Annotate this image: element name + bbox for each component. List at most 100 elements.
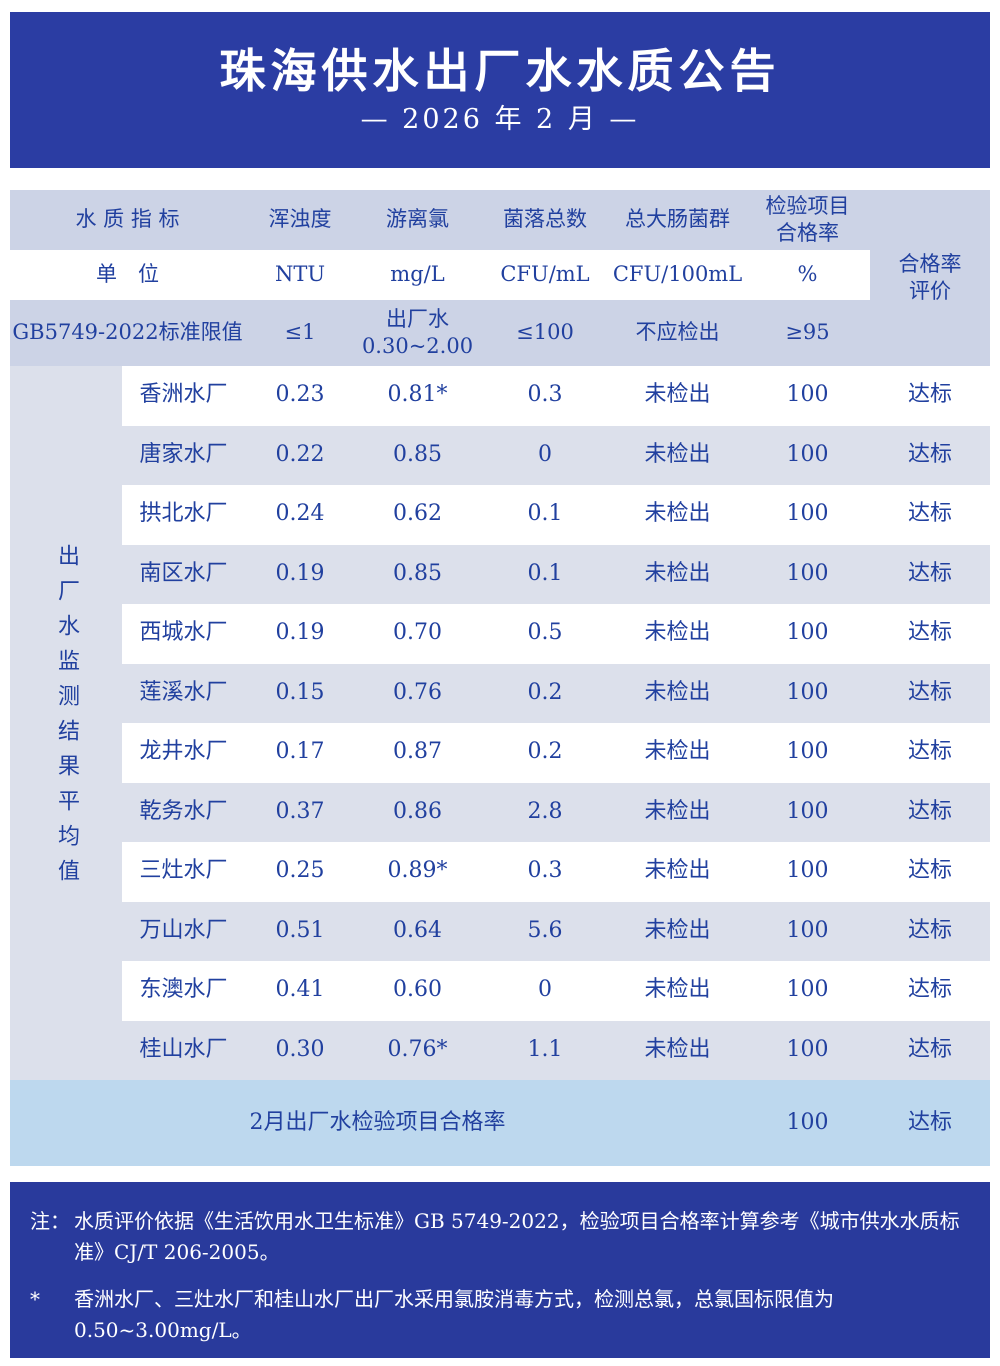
plant-name-cell: 东澳水厂 [139,977,228,1003]
free-chlorine-cell: 0.64 [355,901,480,961]
pass-rate-cell: 100 [745,425,870,485]
evaluation-cell: 达标 [870,544,990,604]
page-title: 珠海供水出厂水水质公告 [219,43,781,98]
table-row: 三灶水厂 0.25 0.89* 0.3 未检出 100 达标 [10,842,990,902]
evaluation-cell: 达标 [870,1020,990,1080]
table-header-rows: 水 质 指 标 浑浊度 游离氯 菌落总数 总大肠菌群 检验项目 合格率 合格率 … [10,190,990,366]
plant-name-cell: 唐家水厂 [122,425,245,485]
colony-count-cell: 0.5 [527,620,563,646]
plant-name-cell: 西城水厂 [139,620,228,646]
table-row: 万山水厂 0.51 0.64 5.6 未检出 100 达标 [10,901,990,961]
colony-count-cell: 0 [538,977,552,1003]
free-chlorine-header-cell: 游离氯 [355,190,480,250]
summary-evaluation-cell: 达标 [870,1080,990,1166]
unit-label-cell: 单 位 [10,250,245,300]
summary-rows: 2月出厂水检验项目合格率 100 达标 [10,1080,990,1166]
summary-row: 2月出厂水检验项目合格率 100 达标 [10,1080,990,1166]
pass-rate-unit-cell: % [745,250,870,300]
summary-label-cell: 2月出厂水检验项目合格率 [10,1080,745,1166]
pass-rate-cell: 100 [786,858,829,884]
plant-name-cell: 三灶水厂 [139,858,228,884]
colony-count-cell: 0.2 [480,663,610,723]
pass-rate-cell: 100 [786,382,829,408]
table-row: 桂山水厂 0.30 0.76* 1.1 未检出 100 达标 [10,1020,990,1080]
indicator-header-cell: 水 质 指 标 [10,190,245,250]
plant-name-cell: 南区水厂 [122,544,245,604]
pass-rate-limit-cell: ≥95 [745,300,870,366]
evaluation-cell: 达标 [907,977,952,1003]
turbidity-cell: 0.15 [245,663,355,723]
coliform-cell: 未检出 [610,901,745,961]
evaluation-cell: 达标 [907,501,952,527]
coliform-cell: 未检出 [644,977,711,1003]
free-chlorine-cell: 0.85 [355,425,480,485]
free-chlorine-cell: 0.76* [355,1020,480,1080]
note-text: 香洲水厂、三灶水厂和桂山水厂出厂水采用氯胺消毒方式，检测总氯，总氯国标限值为0.… [74,1287,834,1342]
title-banner: 珠海供水出厂水水质公告 — 2026 年 2 月 — [10,12,990,168]
table-row: 唐家水厂 0.22 0.85 0 未检出 100 达标 [10,425,990,485]
coliform-cell: 未检出 [644,501,711,527]
evaluation-cell: 达标 [870,901,990,961]
note-standard-reference: 注： 水质评价依据《生活饮用水卫生标准》GB 5749-2022，检验项目合格率… [24,1206,960,1268]
free-chlorine-cell: 0.86 [355,782,480,842]
table-row: 莲溪水厂 0.15 0.76 0.2 未检出 100 达标 [10,663,990,723]
plant-name-cell: 龙井水厂 [139,739,228,765]
table-row: 出厂水监测结果平均值 香洲水厂 0.23 0.81* 0.3 未检出 100 达标 [10,366,990,1080]
group-label-cell: 出厂水监测结果平均值 [10,366,122,1080]
colony-count-cell: 2.8 [480,782,610,842]
turbidity-cell: 0.17 [275,739,325,765]
turbidity-unit-cell: NTU [245,250,355,300]
pass-rate-cell: 100 [786,620,829,646]
turbidity-cell: 0.25 [275,858,325,884]
pass-rate-cell: 100 [786,977,829,1003]
page-subtitle: — 2026 年 2 月 — [360,103,640,135]
free-chlorine-cell: 0.60 [393,977,442,1003]
evaluation-cell: 达标 [870,663,990,723]
unit-row: 单 位 NTU mg/L CFU/mL CFU/100mL % [10,250,990,300]
free-chlorine-limit-cell: 出厂水 0.30~2.00 [355,300,480,366]
plant-name-cell: 香洲水厂 [139,382,228,408]
evaluation-cell: 达标 [907,739,952,765]
colony-count-cell: 0.3 [527,382,563,408]
free-chlorine-unit-cell: mg/L [355,250,480,300]
coliform-cell: 未检出 [644,858,711,884]
turbidity-cell: 0.30 [245,1020,355,1080]
turbidity-cell: 0.19 [245,544,355,604]
turbidity-cell: 0.51 [245,901,355,961]
pass-rate-cell: 100 [745,782,870,842]
plant-name-cell: 万山水厂 [122,901,245,961]
colony-count-cell: 5.6 [480,901,610,961]
table-row: 拱北水厂 0.24 0.62 0.1 未检出 100 达标 [10,485,990,545]
turbidity-cell: 0.19 [275,620,325,646]
coliform-cell: 未检出 [610,782,745,842]
turbidity-limit-cell: ≤1 [245,300,355,366]
colony-count-cell: 0 [480,425,610,485]
evaluation-cell: 达标 [870,782,990,842]
colony-count-unit-cell: CFU/mL [480,250,610,300]
pass-rate-cell: 100 [745,901,870,961]
turbidity-cell: 0.41 [275,977,325,1003]
turbidity-cell: 0.24 [275,501,325,527]
coliform-header-cell: 总大肠菌群 [610,190,745,250]
free-chlorine-cell: 0.87 [393,739,442,765]
water-quality-table: 水 质 指 标 浑浊度 游离氯 菌落总数 总大肠菌群 检验项目 合格率 合格率 … [10,190,990,1166]
plant-name-cell: 拱北水厂 [139,501,228,527]
header-row: 水 质 指 标 浑浊度 游离氯 菌落总数 总大肠菌群 检验项目 合格率 合格率 … [10,190,990,366]
evaluation-cell: 达标 [907,620,952,646]
turbidity-cell: 0.37 [245,782,355,842]
note-prefix: 注： [30,1209,70,1233]
pass-rate-cell: 100 [786,739,829,765]
colony-count-cell: 0.3 [527,858,563,884]
free-chlorine-cell: 0.62 [393,501,442,527]
coliform-cell: 未检出 [644,739,711,765]
plant-name-cell: 莲溪水厂 [122,663,245,723]
colony-count-cell: 1.1 [480,1020,610,1080]
turbidity-header-cell: 浑浊度 [245,190,355,250]
colony-count-limit-cell: ≤100 [480,300,610,366]
coliform-cell: 未检出 [610,425,745,485]
table-row: 南区水厂 0.19 0.85 0.1 未检出 100 达标 [10,544,990,604]
turbidity-cell: 0.22 [245,425,355,485]
free-chlorine-cell: 0.81* [387,382,448,408]
note-text: 水质评价依据《生活饮用水卫生标准》GB 5749-2022，检验项目合格率计算参… [74,1209,960,1264]
summary-rate-cell: 100 [745,1080,870,1166]
